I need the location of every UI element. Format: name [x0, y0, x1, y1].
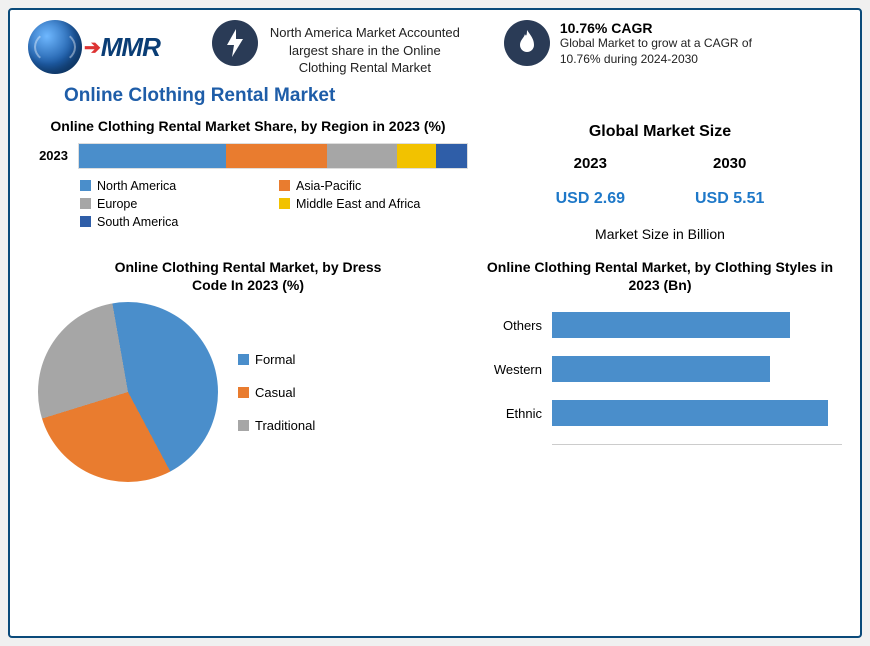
style-bar-row: Others — [478, 312, 842, 338]
legend-label: Asia-Pacific — [296, 179, 361, 193]
callout-region-text: North America Market Accounted largest s… — [268, 20, 462, 77]
flame-icon — [504, 20, 550, 66]
region-chart: Online Clothing Rental Market Share, by … — [28, 117, 468, 242]
market-size-title: Global Market Size — [478, 123, 842, 141]
header: ➔ MMR North America Market Accounted lar… — [28, 20, 842, 77]
pie-legend: Formal Casual Traditional — [238, 352, 315, 433]
main-title: Online Clothing Rental Market — [64, 85, 842, 107]
legend-item: Asia-Pacific — [279, 179, 468, 193]
legend-swatch — [80, 198, 91, 209]
pie-chart-panel: Online Clothing Rental Market, by Dress … — [28, 258, 468, 482]
cagr-subtitle: Global Market to grow at a CAGR of 10.76… — [560, 36, 754, 67]
market-size-year: 2023 — [556, 155, 625, 172]
market-size-value: USD 2.69 — [556, 190, 625, 208]
legend-label: Casual — [255, 385, 295, 400]
legend-label: Middle East and Africa — [296, 197, 420, 211]
infographic-frame: ➔ MMR North America Market Accounted lar… — [8, 8, 862, 638]
style-bars: Others Western Ethnic — [478, 312, 842, 426]
callout-cagr: 10.76% CAGR Global Market to grow at a C… — [504, 20, 754, 67]
legend-item: South America — [80, 215, 269, 229]
callout-cagr-body: 10.76% CAGR Global Market to grow at a C… — [560, 20, 754, 67]
style-bar — [552, 400, 828, 426]
market-size-column: 2030 USD 5.51 — [695, 155, 764, 208]
legend-item: Casual — [238, 385, 315, 400]
style-bar-row: Western — [478, 356, 842, 382]
legend-item: Traditional — [238, 418, 315, 433]
legend-label: North America — [97, 179, 176, 193]
legend-swatch — [80, 216, 91, 227]
style-bar-label: Others — [478, 318, 542, 333]
style-axis — [552, 444, 842, 445]
cagr-title: 10.76% CAGR — [560, 20, 754, 36]
legend-label: South America — [97, 215, 178, 229]
style-chart-title: Online Clothing Rental Market, by Clothi… — [478, 258, 842, 294]
pie-wrap: Formal Casual Traditional — [28, 302, 468, 482]
brand-logo: ➔ MMR — [28, 20, 160, 74]
style-bar-label: Western — [478, 362, 542, 377]
market-size-panel: Global Market Size 2023 USD 2.69 2030 USD 5… — [478, 117, 842, 242]
market-size-columns: 2023 USD 2.69 2030 USD 5.51 — [478, 155, 842, 208]
legend-item: Formal — [238, 352, 315, 367]
legend-swatch — [238, 354, 249, 365]
style-bar-chart: Online Clothing Rental Market, by Clothi… — [478, 258, 842, 482]
legend-label: Europe — [97, 197, 137, 211]
content-grid: Online Clothing Rental Market Share, by … — [28, 117, 842, 482]
legend-item: Europe — [80, 197, 269, 211]
market-size-column: 2023 USD 2.69 — [556, 155, 625, 208]
legend-swatch — [80, 180, 91, 191]
region-year-label: 2023 — [28, 148, 68, 163]
legend-item: Middle East and Africa — [279, 197, 468, 211]
legend-swatch — [279, 198, 290, 209]
legend-item: North America — [80, 179, 269, 193]
region-segment — [79, 144, 226, 168]
legend-swatch — [238, 387, 249, 398]
pie-chart-title: Online Clothing Rental Market, by Dress … — [98, 258, 398, 294]
legend-swatch — [238, 420, 249, 431]
style-bar-row: Ethnic — [478, 400, 842, 426]
legend-label: Formal — [255, 352, 295, 367]
style-bar-track — [552, 400, 842, 426]
legend-label: Traditional — [255, 418, 315, 433]
brand-name: MMR — [101, 32, 160, 63]
region-segment — [436, 144, 467, 168]
region-segment — [397, 144, 436, 168]
style-bar — [552, 356, 770, 382]
pie-chart — [38, 302, 218, 482]
style-bar-track — [552, 312, 842, 338]
market-size-year: 2030 — [695, 155, 764, 172]
market-size-unit: Market Size in Billion — [478, 226, 842, 242]
region-stacked-bar — [78, 143, 468, 169]
region-chart-title: Online Clothing Rental Market Share, by … — [28, 117, 468, 135]
swoosh-icon: ➔ — [84, 35, 101, 60]
lightning-icon — [212, 20, 258, 66]
region-legend: North America Asia-Pacific Europe Middle Ea… — [28, 179, 468, 229]
globe-icon — [28, 20, 82, 74]
legend-swatch — [279, 180, 290, 191]
region-segment — [327, 144, 397, 168]
region-bar-row: 2023 — [28, 143, 468, 169]
style-bar-label: Ethnic — [478, 406, 542, 421]
market-size-value: USD 5.51 — [695, 190, 764, 208]
style-bar — [552, 312, 790, 338]
region-segment — [226, 144, 327, 168]
style-bar-track — [552, 356, 842, 382]
callout-region: North America Market Accounted largest s… — [212, 20, 462, 77]
